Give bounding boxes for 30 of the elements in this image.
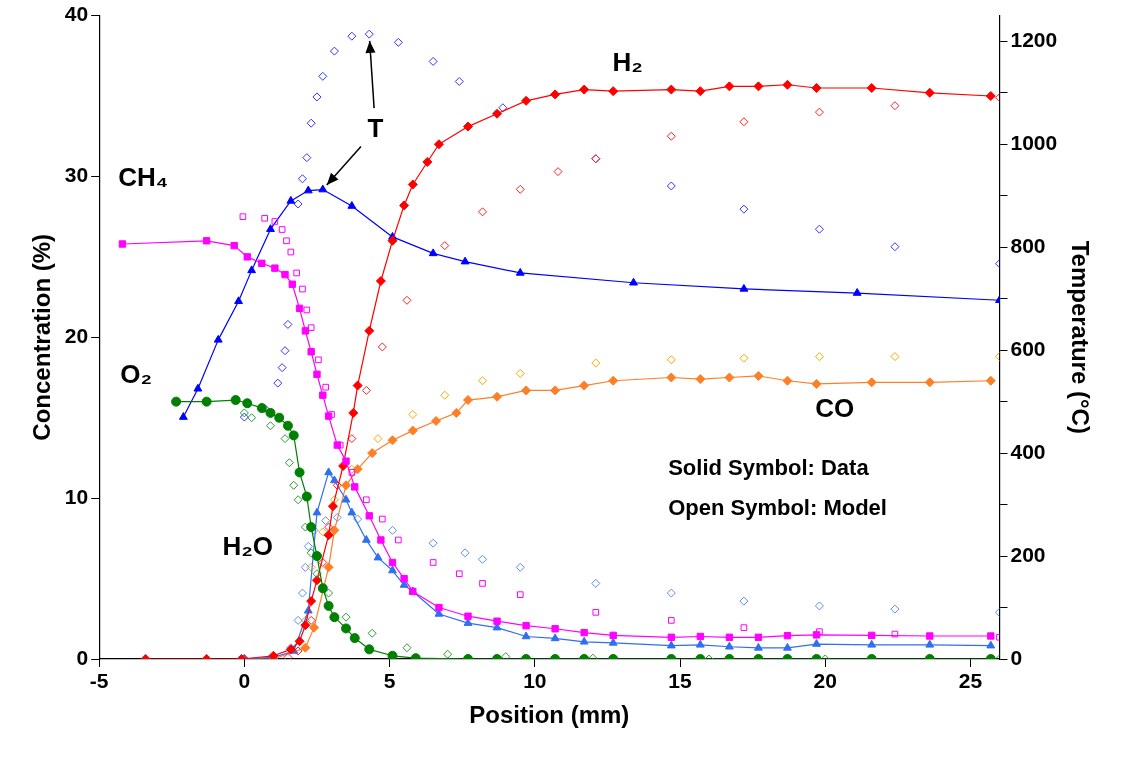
annotation: CH₄ bbox=[118, 161, 169, 192]
y-tick-label: 20 bbox=[64, 324, 89, 348]
annotation: H₂O bbox=[222, 530, 273, 561]
annotation: Solid Symbol: Data bbox=[668, 454, 870, 480]
annotation: O₂ bbox=[120, 359, 152, 390]
y-tick-label: 40 bbox=[64, 2, 89, 26]
y-tick-label: 0 bbox=[76, 645, 89, 669]
y2-tick-label: 800 bbox=[1010, 234, 1046, 258]
x-tick-label: 20 bbox=[813, 669, 837, 693]
x-tick-label: 10 bbox=[523, 669, 547, 693]
y-axis-title: Concentration (%) bbox=[28, 233, 56, 441]
annotation: CO bbox=[815, 393, 855, 424]
y2-tick-label: 200 bbox=[1010, 542, 1046, 566]
y2-tick-label: 1200 bbox=[1010, 28, 1058, 52]
annotation: Open Symbol: Model bbox=[668, 495, 887, 521]
y2-tick-label: 600 bbox=[1010, 336, 1046, 360]
annotation: H₂ bbox=[612, 47, 643, 78]
x-tick-label: 15 bbox=[668, 669, 693, 693]
y2-tick-label: 400 bbox=[1010, 439, 1046, 463]
x-axis-title: Position (mm) bbox=[469, 701, 630, 729]
x-tick-label: 5 bbox=[383, 669, 396, 693]
y-tick-label: 30 bbox=[64, 163, 89, 187]
x-tick-label: -5 bbox=[89, 669, 109, 693]
y-tick-label: 10 bbox=[64, 484, 89, 508]
x-tick-label: 25 bbox=[958, 669, 983, 693]
y2-tick-label: 1000 bbox=[1010, 131, 1058, 155]
x-tick-label: 0 bbox=[238, 669, 251, 693]
annotation: T bbox=[367, 113, 384, 144]
y2-tick-label: 0 bbox=[1010, 645, 1023, 669]
y2-axis-title: Temperature (°C) bbox=[1066, 240, 1094, 434]
